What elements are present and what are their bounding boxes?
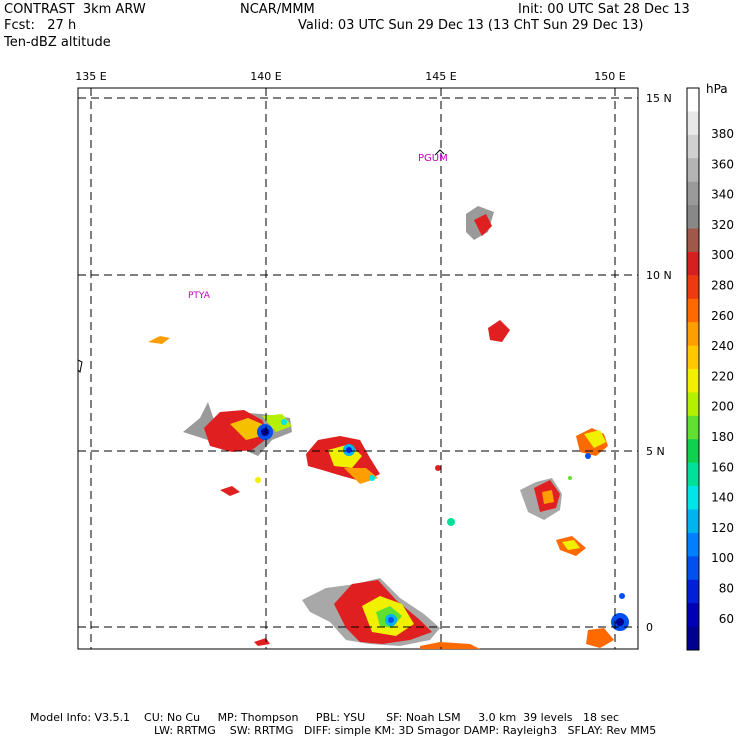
- colorbar-label: 320: [711, 218, 734, 232]
- lon-label: 145 E: [425, 70, 456, 83]
- lat-label: 10 N: [646, 269, 672, 282]
- colorbar-swatch: [687, 439, 699, 464]
- colorbar-swatch: [687, 158, 699, 183]
- colorbar-label: 60: [719, 612, 734, 626]
- colorbar-swatch: [687, 579, 699, 604]
- header-title: CONTRAST 3km ARW: [4, 2, 146, 17]
- colorbar-label: 360: [711, 157, 734, 171]
- colorbar-swatch: [687, 322, 699, 347]
- colorbar-swatch: [687, 509, 699, 534]
- lat-label: 5 N: [646, 445, 665, 458]
- colorbar-swatch: [687, 626, 699, 651]
- station-label-pgum: PGUM: [418, 153, 448, 164]
- colorbar-unit: hPa: [706, 82, 728, 96]
- colorbar-swatch: [687, 275, 699, 300]
- colorbar-swatch: [687, 134, 699, 159]
- colorbar-label: 100: [711, 551, 734, 565]
- colorbar-label: 260: [711, 309, 734, 323]
- colorbar-label: 380: [711, 127, 734, 141]
- header-valid-time: Valid: 03 UTC Sun 29 Dec 13 (13 ChT Sun …: [298, 18, 644, 33]
- lat-lon-grid: [78, 88, 638, 649]
- colorbar-swatch: [687, 345, 699, 370]
- colorbar-swatch: [687, 486, 699, 510]
- radar-echoes: [148, 206, 629, 649]
- colorbar-label: 340: [711, 188, 734, 202]
- colorbar-label: 220: [711, 369, 734, 383]
- guam-coastline: [434, 149, 445, 156]
- map-frame: [77, 87, 639, 650]
- footer-physics-info: LW: RRTMG SW: RRTMG DIFF: simple KM: 3D …: [154, 724, 657, 737]
- colorbar-swatch: [687, 532, 699, 557]
- lat-label: 0: [646, 621, 653, 634]
- colorbar-label: 140: [711, 491, 734, 505]
- colorbar-swatch: [687, 369, 699, 393]
- lat-label: 15 N: [646, 92, 672, 105]
- colorbar: [686, 87, 700, 651]
- colorbar-swatch: [687, 556, 699, 581]
- colorbar-swatch: [687, 228, 699, 253]
- colorbar-label: 80: [719, 582, 734, 596]
- colorbar-label: 300: [711, 248, 734, 262]
- colorbar-swatch: [687, 298, 699, 323]
- colorbar-label: 240: [711, 339, 734, 353]
- station-label-ptya: PTYA: [188, 291, 211, 301]
- colorbar-swatch: [687, 462, 699, 487]
- header-forecast-hour: Fcst: 27 h: [4, 18, 77, 33]
- colorbar-label: 280: [711, 279, 734, 293]
- lon-label: 135 E: [75, 70, 106, 83]
- colorbar-swatch: [687, 603, 699, 628]
- colorbar-label: 180: [711, 430, 734, 444]
- colorbar-label: 120: [711, 521, 734, 535]
- colorbar-swatch: [687, 111, 699, 136]
- colorbar-swatch: [687, 415, 699, 440]
- colorbar-swatch: [687, 181, 699, 206]
- header-init-time: Init: 00 UTC Sat 28 Dec 13: [518, 2, 690, 17]
- colorbar-swatch: [687, 88, 699, 112]
- lon-label: 140 E: [250, 70, 281, 83]
- lon-label: 150 E: [594, 70, 625, 83]
- footer-model-info: Model Info: V3.5.1 CU: No Cu MP: Thompso…: [30, 711, 620, 724]
- colorbar-label: 160: [711, 460, 734, 474]
- header-institution: NCAR/MMM: [240, 2, 315, 17]
- coastline: [77, 359, 83, 374]
- colorbar-swatch: [687, 251, 699, 276]
- colorbar-frame: [686, 87, 700, 651]
- colorbar-swatch: [687, 392, 699, 417]
- header-field-name: Ten-dBZ altitude: [4, 35, 111, 50]
- colorbar-swatch: [687, 205, 699, 229]
- colorbar-label: 200: [711, 400, 734, 414]
